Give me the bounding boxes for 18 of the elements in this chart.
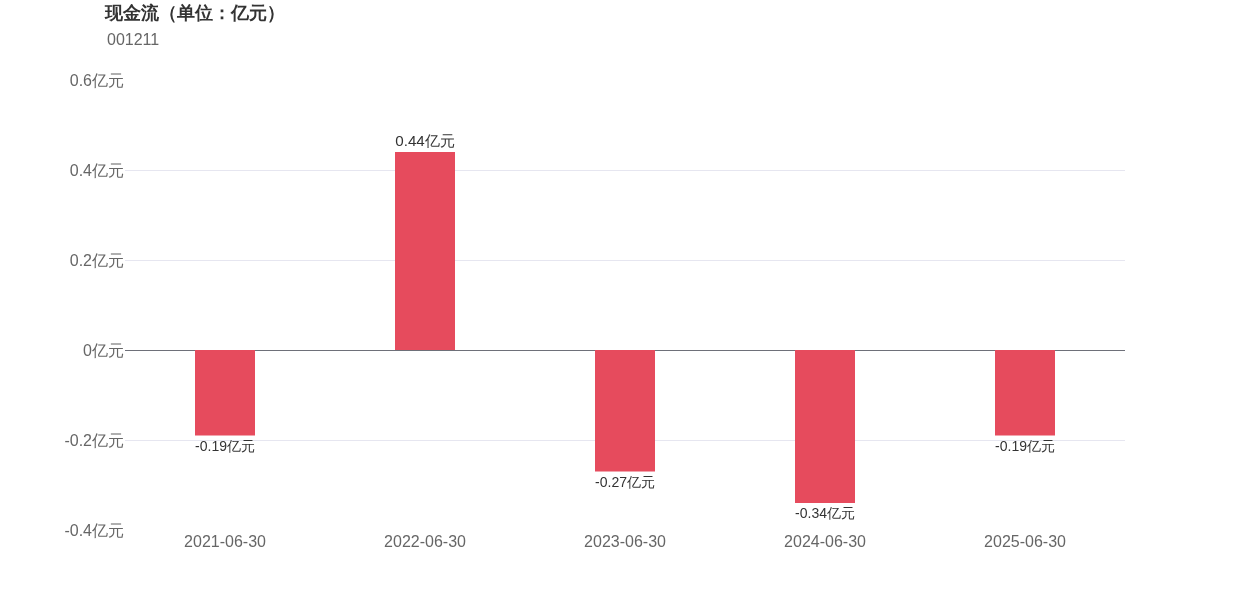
chart-title: 现金流（单位：亿元） <box>104 3 285 24</box>
y-tick-label: 0.4亿元 <box>69 161 124 179</box>
chart-subtitle: 001211 <box>107 31 160 48</box>
data-label: 0.44亿元 <box>395 132 455 150</box>
x-tick-label: 2024-06-30 <box>784 533 867 550</box>
y-tick-label: 0.2亿元 <box>69 251 124 269</box>
x-tick-label: 2022-06-30 <box>384 533 467 550</box>
x-tick-label: 2025-06-30 <box>984 533 1067 550</box>
x-tick-label: 2023-06-30 <box>584 533 667 550</box>
data-label: -0.19亿元 <box>195 437 255 454</box>
data-label: -0.34亿元 <box>795 505 855 522</box>
data-label: -0.19亿元 <box>995 437 1055 454</box>
y-tick-label: -0.2亿元 <box>64 431 124 449</box>
x-tick-label: 2021-06-30 <box>184 533 267 550</box>
data-label: -0.27亿元 <box>595 473 655 490</box>
y-tick-label: -0.4亿元 <box>64 521 124 539</box>
y-tick-label: 0亿元 <box>83 341 124 359</box>
y-tick-label: 0.6亿元 <box>69 71 124 89</box>
